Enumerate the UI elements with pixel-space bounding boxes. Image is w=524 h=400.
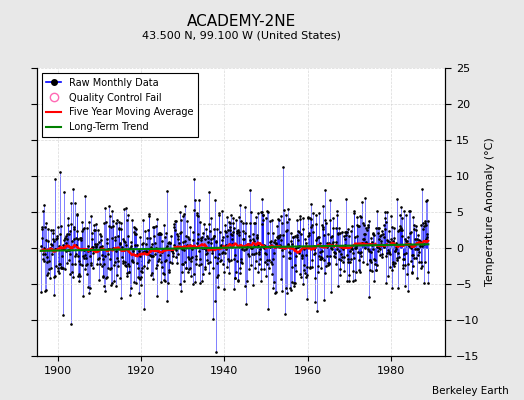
Text: ACADEMY-2NE: ACADEMY-2NE [187, 14, 296, 29]
Text: Berkeley Earth: Berkeley Earth [432, 386, 508, 396]
Legend: Raw Monthly Data, Quality Control Fail, Five Year Moving Average, Long-Term Tren: Raw Monthly Data, Quality Control Fail, … [41, 73, 198, 137]
Y-axis label: Temperature Anomaly (°C): Temperature Anomaly (°C) [485, 138, 495, 286]
Text: 43.500 N, 99.100 W (United States): 43.500 N, 99.100 W (United States) [141, 30, 341, 40]
